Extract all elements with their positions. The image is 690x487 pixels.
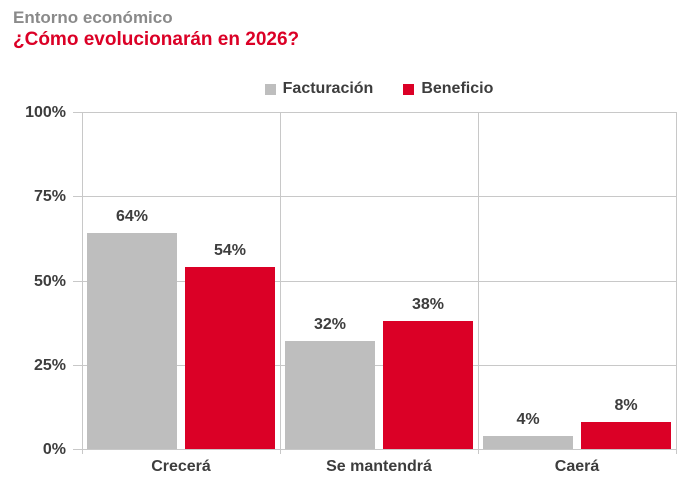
chart-title: Entorno económico xyxy=(13,8,173,27)
bar-value-label: 38% xyxy=(411,296,445,313)
chart-legend: Facturación Beneficio xyxy=(82,79,676,99)
legend-label: Beneficio xyxy=(421,80,494,97)
panel-border xyxy=(280,112,281,454)
bar-beneficio-se-mantendrá xyxy=(383,321,473,449)
y-axis-tick-label: 50% xyxy=(33,273,66,290)
y-axis-tick-label: 75% xyxy=(33,188,66,205)
bar-value-label: 54% xyxy=(213,242,247,259)
gridline-0 xyxy=(73,449,676,450)
bar-value-label: 4% xyxy=(516,411,540,428)
legend-swatch-icon xyxy=(403,84,415,95)
legend-item-facturación: Facturación xyxy=(264,80,374,98)
bar-value-label: 32% xyxy=(313,316,347,333)
bar-beneficio-crecerá xyxy=(185,267,275,449)
gridline-100 xyxy=(73,112,676,113)
legend-item-beneficio: Beneficio xyxy=(403,80,493,98)
bar-beneficio-caerá xyxy=(581,422,671,449)
y-axis-tick-label: 0% xyxy=(42,441,66,458)
chart-subtitle: ¿Cómo evolucionarán en 2026? xyxy=(13,29,300,50)
bar-value-label: 64% xyxy=(115,208,149,225)
bar-facturación-crecerá xyxy=(87,233,177,449)
x-axis-category-label: Se mantendrá xyxy=(326,458,432,475)
bar-value-label: 8% xyxy=(614,397,638,414)
bar-facturación-se-mantendrá xyxy=(285,341,375,449)
legend-label: Facturación xyxy=(282,80,374,97)
panel-border xyxy=(478,112,479,454)
y-axis-tick-label: 25% xyxy=(33,357,66,374)
y-axis-tick-label: 100% xyxy=(25,104,66,121)
bar-facturación-caerá xyxy=(483,436,573,449)
legend-swatch-icon xyxy=(264,84,276,95)
x-axis-category-label: Caerá xyxy=(554,458,600,475)
panel-border xyxy=(676,112,677,454)
gridline-50 xyxy=(73,281,676,282)
gridline-75 xyxy=(73,196,676,197)
y-axis-line xyxy=(82,112,83,454)
x-axis-category-label: Crecerá xyxy=(151,458,211,475)
